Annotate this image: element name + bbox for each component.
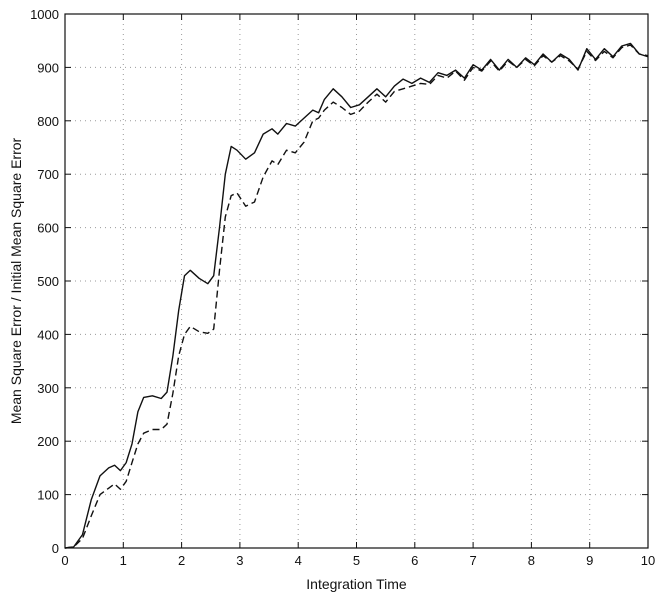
y-tick-label: 200 <box>37 434 59 449</box>
x-tick-label: 6 <box>411 553 418 568</box>
x-tick-label: 4 <box>295 553 302 568</box>
y-tick-label: 1000 <box>30 7 59 22</box>
x-tick-label: 0 <box>61 553 68 568</box>
y-tick-label: 500 <box>37 274 59 289</box>
x-tick-label: 5 <box>353 553 360 568</box>
y-tick-label: 800 <box>37 114 59 129</box>
x-axis-label: Integration Time <box>306 576 407 592</box>
x-tick-label: 3 <box>236 553 243 568</box>
x-tick-label: 2 <box>178 553 185 568</box>
axis-ticks <box>64 13 649 549</box>
series-layer <box>64 42 649 549</box>
y-tick-label: 300 <box>37 381 59 396</box>
y-axis-label: Mean Square Error / Initial Mean Square … <box>8 137 24 424</box>
x-tick-label: 7 <box>469 553 476 568</box>
y-tick-label: 0 <box>52 541 59 556</box>
grid <box>65 14 648 548</box>
x-tick-label: 1 <box>120 553 127 568</box>
x-tick-label: 10 <box>641 553 655 568</box>
y-tick-label: 900 <box>37 60 59 75</box>
y-tick-label: 600 <box>37 221 59 236</box>
y-tick-labels: 0 100 200 300 400 500 600 700 800 900 1000 <box>30 7 59 556</box>
y-tick-label: 400 <box>37 327 59 342</box>
x-tick-label: 8 <box>528 553 535 568</box>
y-tick-label: 100 <box>37 488 59 503</box>
y-tick-label: 700 <box>37 167 59 182</box>
x-tick-label: 9 <box>586 553 593 568</box>
series-line-dashed <box>64 44 649 549</box>
series-line-solid <box>64 42 649 549</box>
x-tick-labels: 0 1 2 3 4 5 6 7 8 9 10 <box>61 553 655 568</box>
